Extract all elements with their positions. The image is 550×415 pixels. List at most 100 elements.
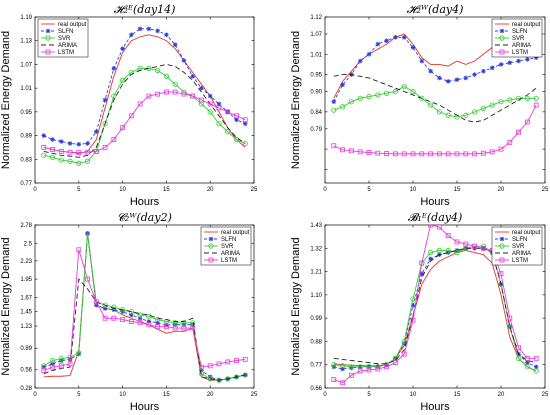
- svr-marker-10: [128, 309, 134, 315]
- lstm-marker-2: [58, 148, 64, 154]
- svr-marker-13: [445, 112, 451, 118]
- svr-marker-1: [339, 104, 346, 110]
- lstm-marker-9: [410, 151, 416, 157]
- chart-top-left: 0 5 10 15 20 25 0.77 0.83 0.89 0.95 1.01 1.07 1.13 1.…: [0, 3, 258, 208]
- svr-marker-12: [146, 65, 152, 71]
- svr-marker-1: [49, 358, 56, 364]
- x-tick-label: 25: [542, 187, 549, 193]
- svr-marker-11: [137, 312, 143, 318]
- lstm-marker-8: [401, 351, 407, 357]
- lstm-marker-10: [419, 260, 425, 266]
- x-axis-label: Hours: [130, 196, 160, 208]
- y-tick-label: 1.45: [20, 310, 32, 316]
- lstm-marker-9: [120, 125, 125, 131]
- svr-marker-22: [524, 95, 531, 101]
- lstm-marker-21: [516, 129, 521, 135]
- lstm-marker-10: [419, 151, 425, 157]
- lstm-marker-14: [163, 89, 169, 95]
- slfn-marker-22: [234, 117, 239, 123]
- lstm-marker-18: [199, 364, 204, 370]
- slfn-marker-11: [428, 68, 433, 74]
- slfn-marker-4: [76, 351, 82, 357]
- legend-svr-marker-0: [45, 35, 51, 41]
- slfn-marker-17: [190, 73, 195, 79]
- svr-marker-0: [41, 152, 47, 158]
- y-tick-label: 1.23: [20, 324, 32, 330]
- lstm-marker-10: [128, 113, 134, 119]
- slfn-marker-14: [454, 77, 460, 82]
- lstm-marker-23: [242, 356, 248, 362]
- lstm-marker-20: [216, 361, 222, 367]
- legend-svr-marker-0: [208, 243, 214, 249]
- svr-marker-22: [524, 364, 531, 370]
- lstm-marker-22: [525, 119, 530, 125]
- y-tick-label: 1.21: [310, 270, 322, 276]
- lstm-marker-4: [76, 247, 82, 253]
- slfn-marker-1: [340, 366, 345, 372]
- legend-label-slfn: SLFN: [512, 29, 527, 35]
- x-tick-label: 0: [323, 187, 327, 193]
- lstm-marker-0: [331, 143, 337, 149]
- svr-marker-8: [111, 304, 117, 310]
- lstm-marker-11: [428, 151, 434, 157]
- lstm-marker-13: [155, 324, 161, 330]
- lstm-marker-13: [155, 91, 161, 97]
- y-tick-label: 0.95: [310, 73, 322, 79]
- series-line-svr: [333, 85, 537, 118]
- legend-label-slfn: SLFN: [512, 237, 527, 243]
- y-tick-label: 1.43: [310, 223, 322, 229]
- svr-marker-18: [489, 102, 495, 108]
- lstm-marker-2: [348, 372, 354, 378]
- svr-marker-21: [515, 355, 522, 361]
- slfn-marker-20: [507, 60, 513, 66]
- series-line-arima: [43, 278, 246, 381]
- svr-marker-2: [348, 364, 354, 370]
- lstm-marker-15: [172, 325, 178, 331]
- slfn-marker-18: [489, 65, 495, 71]
- legend-label-real-output: real output: [512, 22, 541, 28]
- svr-marker-2: [348, 99, 354, 105]
- legend-label-slfn: SLFN: [221, 237, 236, 243]
- y-tick-label: 2.78: [20, 223, 32, 229]
- lstm-marker-12: [146, 322, 152, 328]
- slfn-marker-0: [41, 133, 47, 138]
- svr-marker-8: [401, 83, 407, 90]
- slfn-marker-23: [533, 364, 539, 370]
- lstm-marker-19: [207, 363, 213, 369]
- lstm-marker-5: [375, 366, 381, 372]
- x-tick-label: 15: [163, 187, 170, 193]
- slfn-marker-16: [181, 58, 187, 63]
- x-tick-label: 5: [77, 187, 81, 193]
- legend-label-arima: ARIMA: [221, 251, 240, 257]
- legend-label-svr: SVR: [512, 244, 525, 250]
- lstm-marker-22: [234, 113, 239, 119]
- y-tick-label: 1.19: [20, 15, 32, 21]
- chart-title: 𝓗₂ᴱ(day14): [114, 3, 176, 16]
- slfn-marker-3: [67, 141, 73, 146]
- y-tick-label: 0.83: [20, 157, 32, 163]
- x-tick-label: 10: [119, 187, 126, 193]
- x-tick-label: 0: [323, 392, 327, 398]
- y-tick-label: 0.84: [310, 110, 322, 116]
- svr-marker-1: [49, 154, 56, 160]
- svr-marker-11: [427, 249, 434, 256]
- slfn-marker-9: [410, 303, 416, 308]
- lstm-marker-4: [366, 367, 372, 373]
- svr-marker-10: [419, 95, 425, 101]
- slfn-marker-5: [375, 41, 381, 47]
- lstm-marker-2: [58, 363, 64, 369]
- svr-marker-19: [207, 109, 213, 115]
- legend-lstm-marker-0: [45, 49, 51, 55]
- y-tick-label: 0.95: [20, 110, 32, 116]
- legend-label-slfn: SLFN: [58, 29, 73, 35]
- svr-marker-15: [172, 320, 178, 326]
- lstm-marker-6: [384, 151, 390, 156]
- x-tick-label: 25: [251, 187, 258, 193]
- svr-marker-16: [181, 320, 187, 326]
- legend-label-lstm: LSTM: [512, 258, 528, 264]
- svr-marker-22: [233, 374, 240, 380]
- x-tick-label: 15: [454, 187, 461, 193]
- lstm-marker-21: [225, 109, 231, 115]
- slfn-marker-6: [94, 302, 99, 308]
